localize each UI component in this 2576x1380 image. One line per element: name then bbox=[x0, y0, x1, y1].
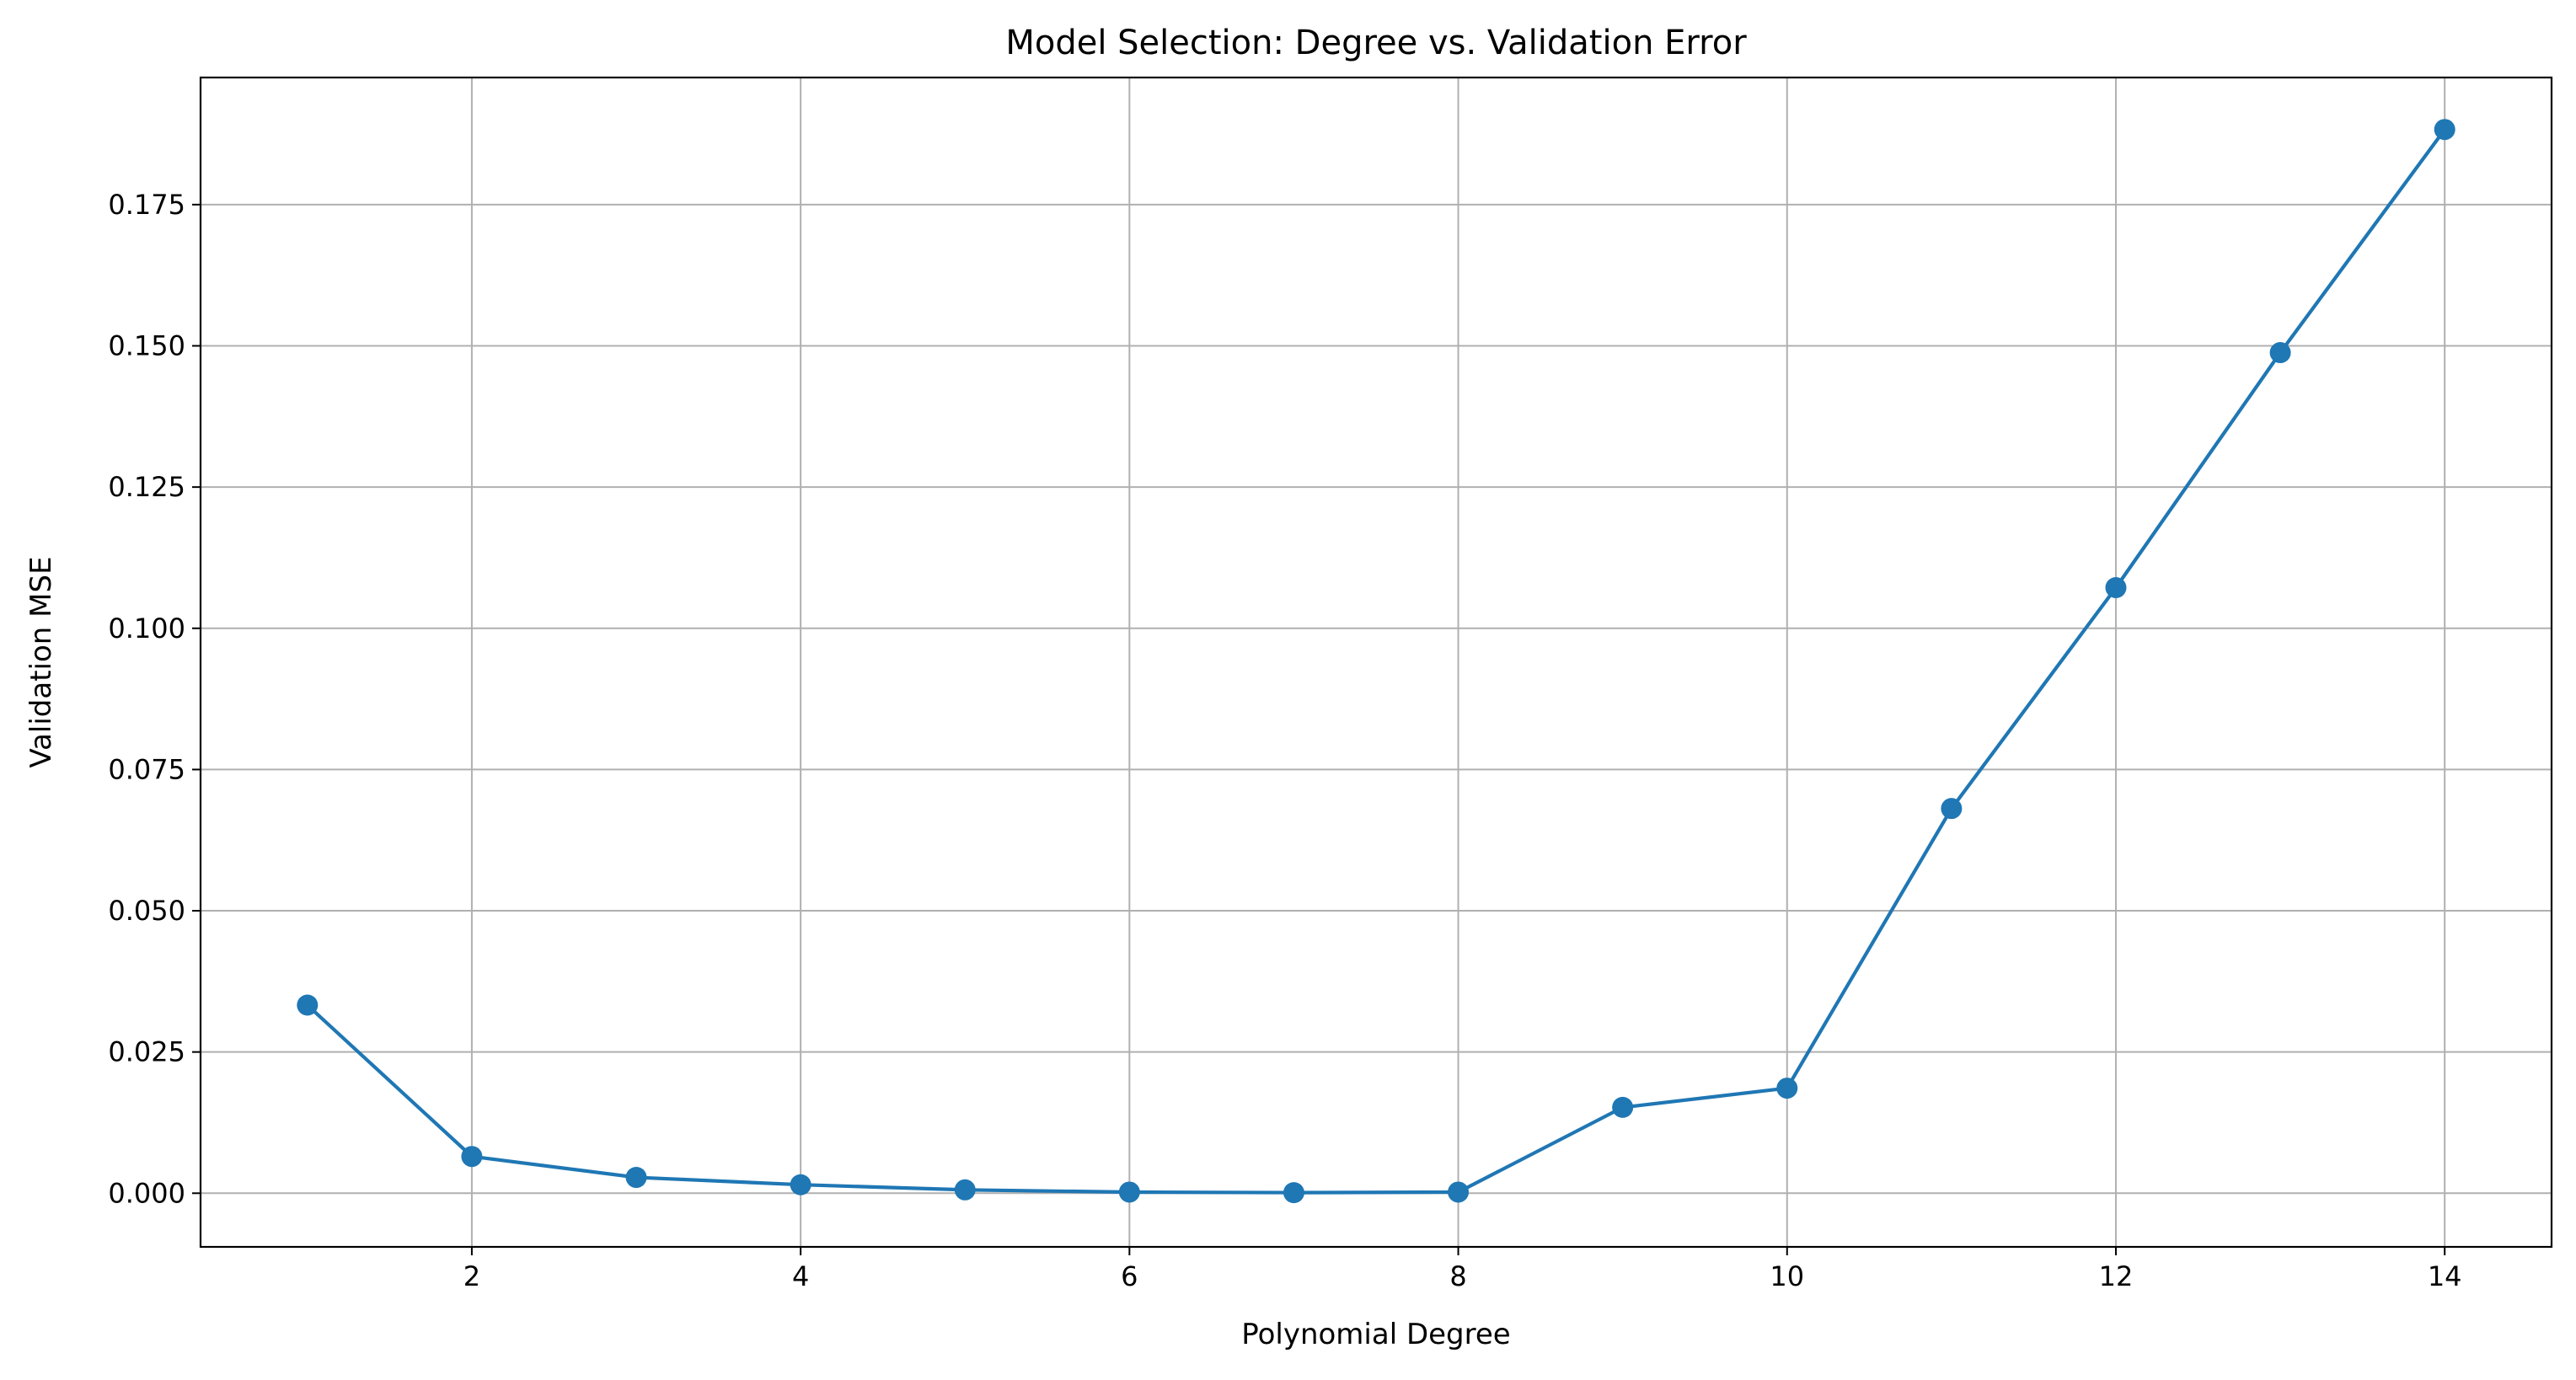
x-tick-label: 6 bbox=[1121, 1260, 1138, 1292]
data-point-marker bbox=[790, 1174, 811, 1195]
x-tick-label: 4 bbox=[792, 1260, 809, 1292]
y-tick-label: 0.175 bbox=[108, 189, 185, 221]
y-tick-label: 0.025 bbox=[108, 1036, 185, 1068]
data-point-marker bbox=[2434, 119, 2456, 141]
data-point-marker bbox=[954, 1179, 976, 1201]
x-tick-label: 12 bbox=[2099, 1260, 2134, 1292]
chart-title: Model Selection: Degree vs. Validation E… bbox=[1005, 24, 1747, 62]
data-point-marker bbox=[2105, 576, 2127, 598]
plot-area-background bbox=[201, 78, 2552, 1247]
data-point-marker bbox=[1283, 1182, 1304, 1204]
y-axis-ticks: 0.000 0.025 0.050 0.075 0.100 0.125 0.150 0.175 bbox=[108, 189, 201, 1209]
y-gridlines bbox=[201, 203, 2552, 1195]
x-tick-label: 8 bbox=[1449, 1260, 1466, 1292]
y-axis-label: Validation MSE bbox=[24, 556, 58, 768]
data-point-marker bbox=[461, 1146, 483, 1168]
x-axis-label: Polynomial Degree bbox=[1241, 1318, 1510, 1351]
y-tick-label: 0.050 bbox=[108, 895, 185, 927]
data-point-marker bbox=[1941, 798, 1963, 820]
data-point-marker bbox=[297, 994, 319, 1016]
y-tick-label: 0.125 bbox=[108, 471, 185, 503]
series-layer bbox=[297, 119, 2456, 1204]
x-tick-label: 14 bbox=[2428, 1260, 2462, 1292]
data-point-marker bbox=[1118, 1181, 1140, 1203]
y-tick-label: 0.000 bbox=[108, 1177, 185, 1209]
data-point-marker bbox=[1776, 1078, 1798, 1099]
data-point-marker bbox=[1448, 1181, 1470, 1203]
plot-frame bbox=[199, 76, 2553, 1249]
y-tick-label: 0.100 bbox=[108, 612, 185, 645]
x-axis-ticks: 2 4 6 8 10 12 14 bbox=[463, 1247, 2462, 1292]
x-tick-label: 2 bbox=[463, 1260, 480, 1292]
data-point-marker bbox=[2269, 342, 2291, 364]
y-tick-label: 0.075 bbox=[108, 753, 185, 785]
data-point-marker bbox=[625, 1167, 647, 1189]
data-point-marker bbox=[1612, 1096, 1634, 1118]
y-tick-label: 0.150 bbox=[108, 330, 185, 362]
x-tick-label: 10 bbox=[1770, 1260, 1804, 1292]
series-line bbox=[306, 128, 2446, 1195]
